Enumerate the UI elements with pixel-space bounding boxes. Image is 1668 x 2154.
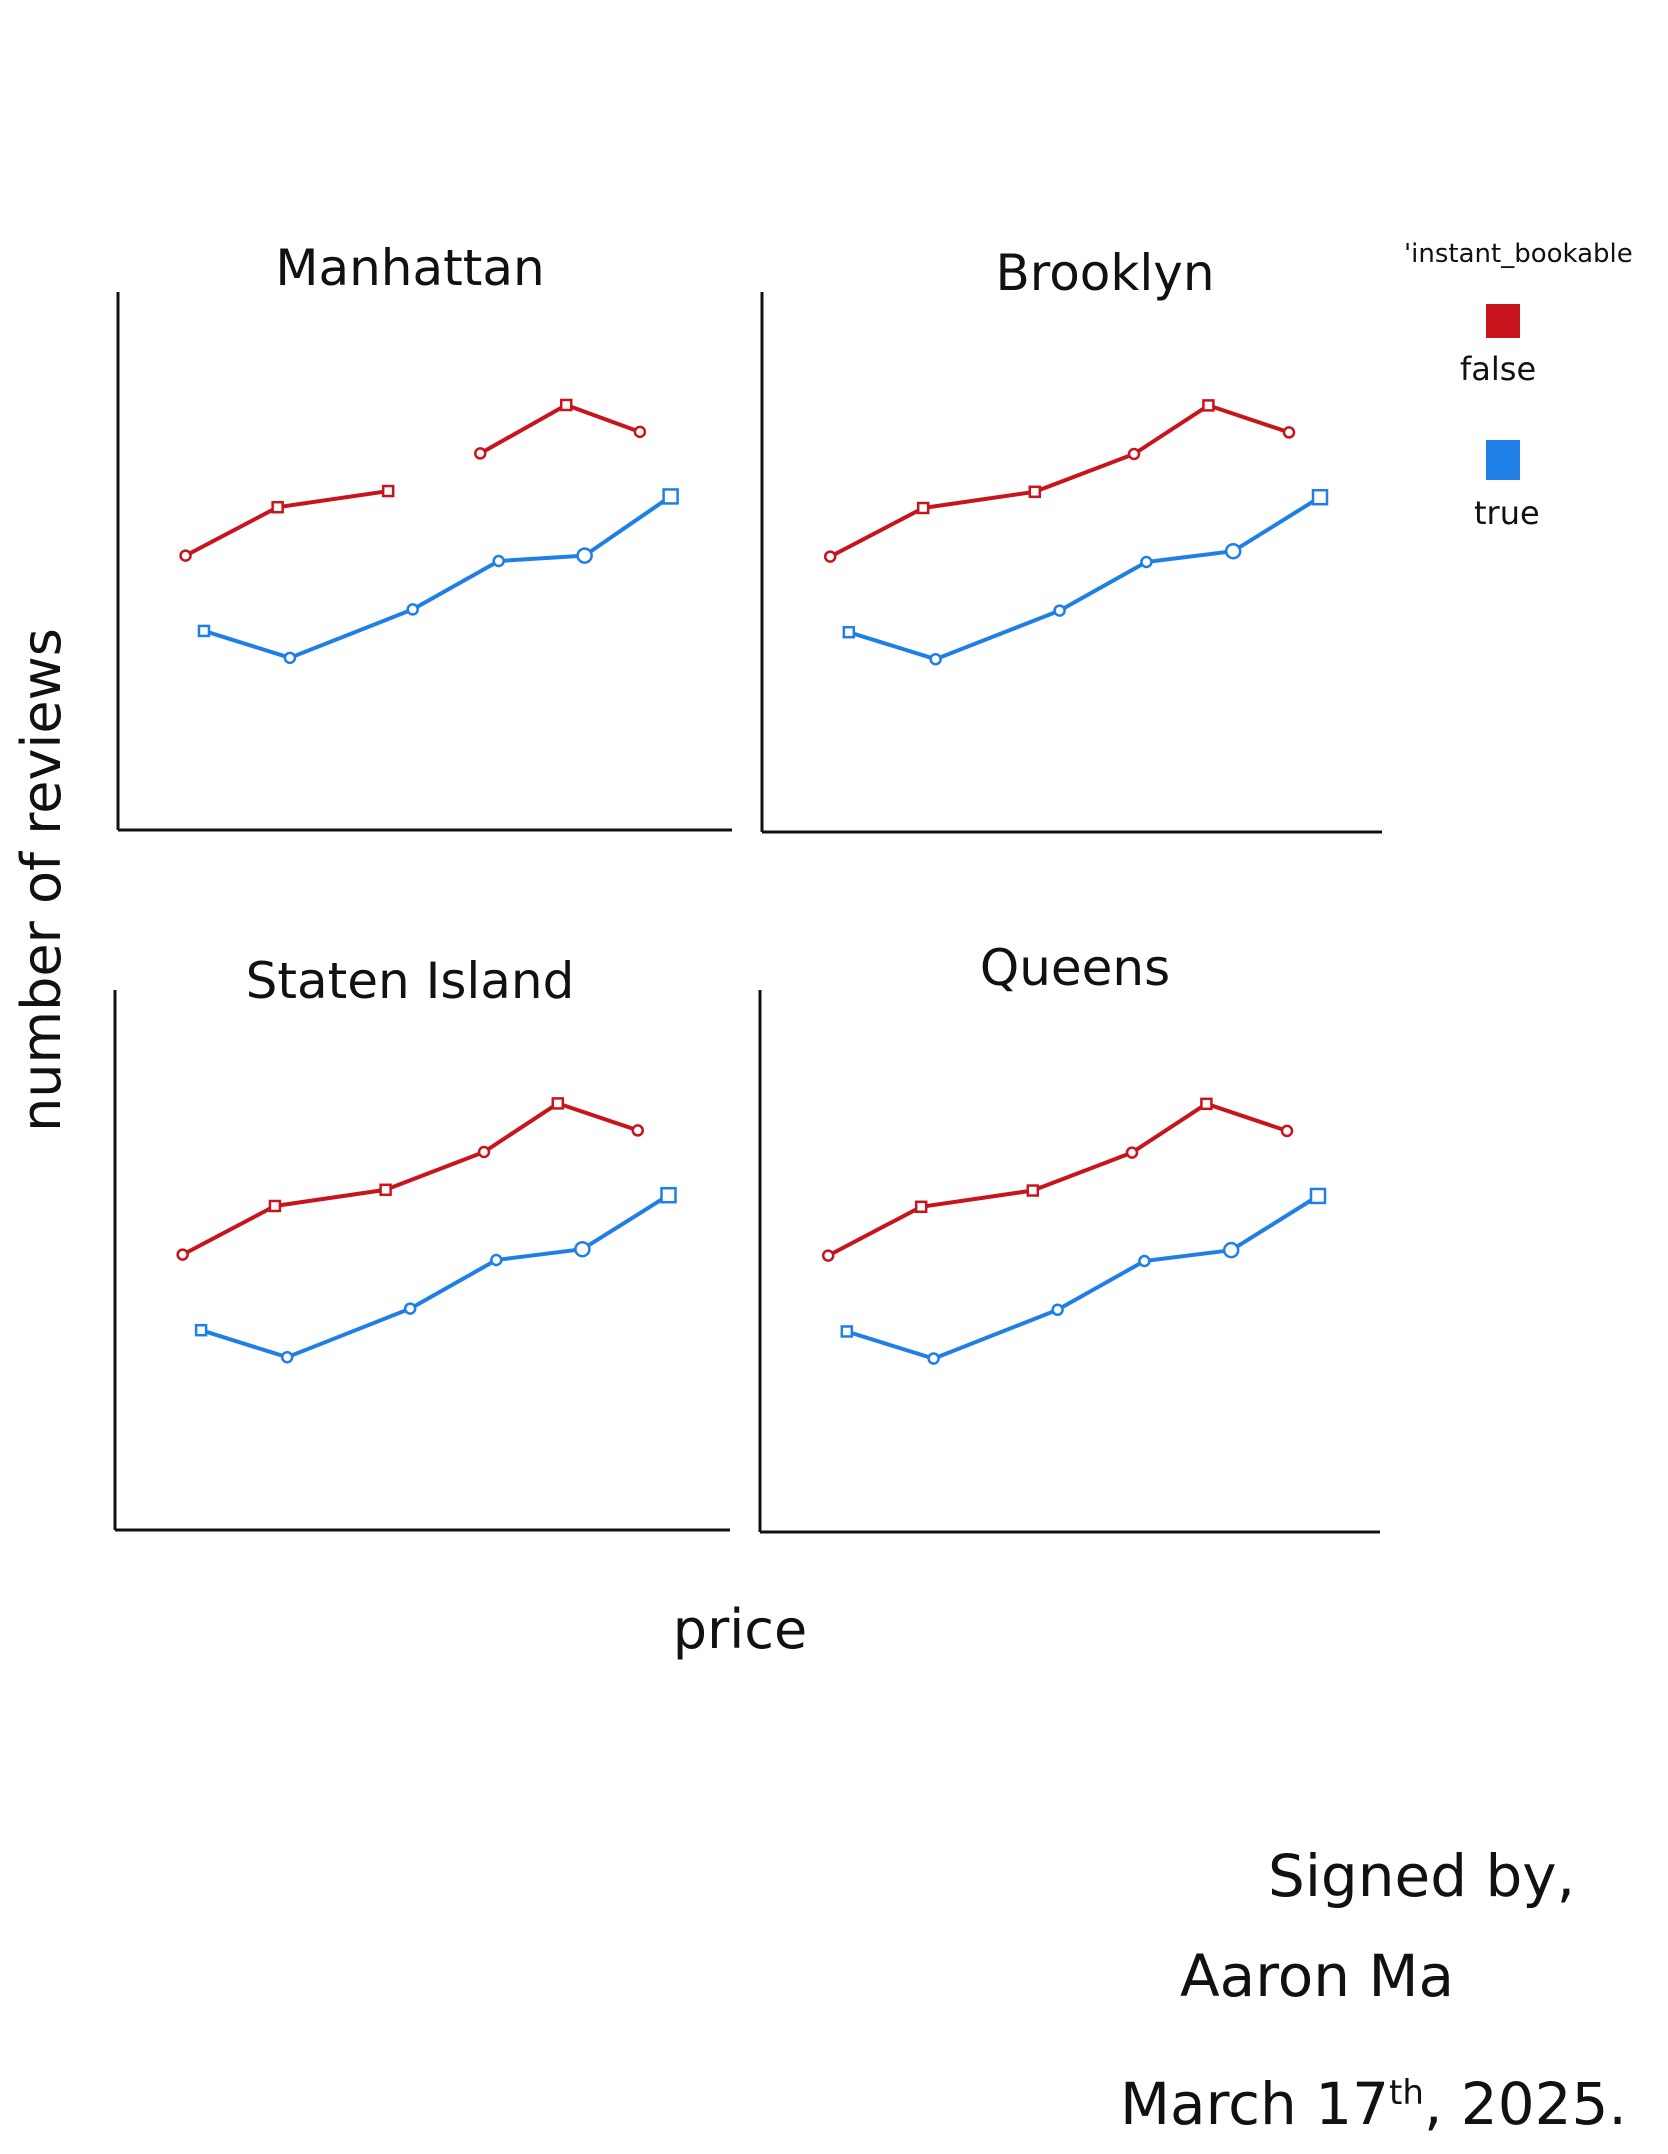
- signature-date-prefix: March 17: [1120, 2070, 1389, 2138]
- data-point-true: [929, 652, 942, 666]
- data-point-true: [576, 547, 593, 564]
- data-point-false: [1200, 1097, 1213, 1111]
- data-point-false: [821, 1249, 835, 1262]
- data-point-false: [551, 1097, 565, 1110]
- data-point-false: [379, 1183, 392, 1197]
- data-point-true: [1138, 1254, 1151, 1268]
- panel-title-staten-island: Staten Island: [246, 952, 575, 1010]
- signature-date-suffix: , 2025.: [1424, 2070, 1627, 2138]
- panel-brooklyn: Brooklyn: [760, 244, 1382, 834]
- data-point-false: [1127, 447, 1141, 461]
- signature-date-sup: th: [1389, 2073, 1424, 2113]
- data-point-false: [179, 549, 192, 562]
- data-point-true: [840, 1325, 854, 1338]
- data-point-false: [1026, 1184, 1040, 1197]
- data-point-true: [1311, 488, 1329, 506]
- x-axis-label: price: [673, 1598, 807, 1661]
- data-point-false: [914, 1200, 928, 1214]
- signature-date: March 17th, 2025.: [1120, 2070, 1627, 2138]
- panel-title-queens: Queens: [980, 939, 1170, 997]
- data-point-false: [633, 425, 647, 439]
- series-line-false: [826, 1101, 1289, 1258]
- series-line-true: [846, 495, 1322, 662]
- data-point-false: [1280, 1124, 1294, 1138]
- signature-line-1: Signed by,: [1268, 1842, 1575, 1910]
- series-line-true: [199, 1193, 671, 1360]
- panel-manhattan: Manhattan: [116, 239, 732, 832]
- data-point-false: [381, 484, 395, 498]
- data-point-false: [271, 500, 284, 514]
- panel-queens: Queens: [758, 939, 1380, 1534]
- series-line-false: [183, 489, 391, 558]
- data-point-true: [490, 1253, 503, 1267]
- data-point-true: [1309, 1187, 1327, 1205]
- data-point-true: [1051, 1303, 1064, 1317]
- legend-title: 'instant_bookable: [1404, 239, 1633, 269]
- data-point-true: [660, 1186, 677, 1204]
- panel-title-manhattan: Manhattan: [275, 239, 544, 297]
- data-point-true: [492, 554, 505, 568]
- data-point-false: [477, 1145, 491, 1159]
- series-line-false: [478, 403, 642, 456]
- facet-panels: Manhattan Brooklyn Staten Island Queens: [113, 239, 1382, 1534]
- y-axis-label: number of reviews: [10, 628, 73, 1132]
- data-point-true: [283, 651, 297, 665]
- data-point-true: [406, 603, 419, 616]
- data-point-true: [574, 1240, 591, 1258]
- series-line-true: [844, 1194, 1320, 1361]
- data-point-false: [823, 550, 837, 563]
- legend: 'instant_bookable false true: [1404, 239, 1633, 532]
- data-point-false: [1282, 426, 1296, 439]
- data-point-true: [280, 1350, 294, 1364]
- data-point-false: [1028, 485, 1042, 499]
- legend-label-false: false: [1460, 350, 1536, 388]
- signature-block: Signed by, Aaron Ma March 17th, 2025.: [1120, 1842, 1627, 2138]
- legend-label-true: true: [1474, 494, 1540, 532]
- data-point-true: [197, 624, 211, 638]
- series-line-true: [202, 494, 673, 660]
- series-line-false: [180, 1101, 640, 1257]
- data-point-true: [1222, 1241, 1240, 1259]
- data-point-true: [194, 1323, 208, 1337]
- data-point-true: [403, 1302, 417, 1315]
- data-point-false: [474, 447, 487, 460]
- series-line-false: [828, 403, 1291, 559]
- signature-name: Aaron Ma: [1180, 1942, 1454, 2010]
- panel-title-brooklyn: Brooklyn: [995, 244, 1214, 302]
- legend-swatch-true: [1486, 440, 1520, 480]
- data-point-true: [1224, 542, 1242, 560]
- data-point-false: [559, 398, 573, 412]
- data-point-true: [1053, 604, 1066, 617]
- data-point-true: [1140, 555, 1153, 569]
- data-point-false: [268, 1199, 282, 1213]
- panel-staten-island: Staten Island: [113, 952, 730, 1532]
- data-point-false: [916, 501, 930, 515]
- data-point-true: [662, 488, 679, 505]
- legend-swatch-false: [1486, 304, 1520, 338]
- data-point-false: [176, 1248, 189, 1261]
- data-point-true: [927, 1352, 940, 1365]
- data-point-false: [1125, 1146, 1139, 1159]
- data-point-false: [631, 1124, 644, 1137]
- data-point-true: [842, 625, 856, 639]
- data-point-false: [1202, 399, 1215, 412]
